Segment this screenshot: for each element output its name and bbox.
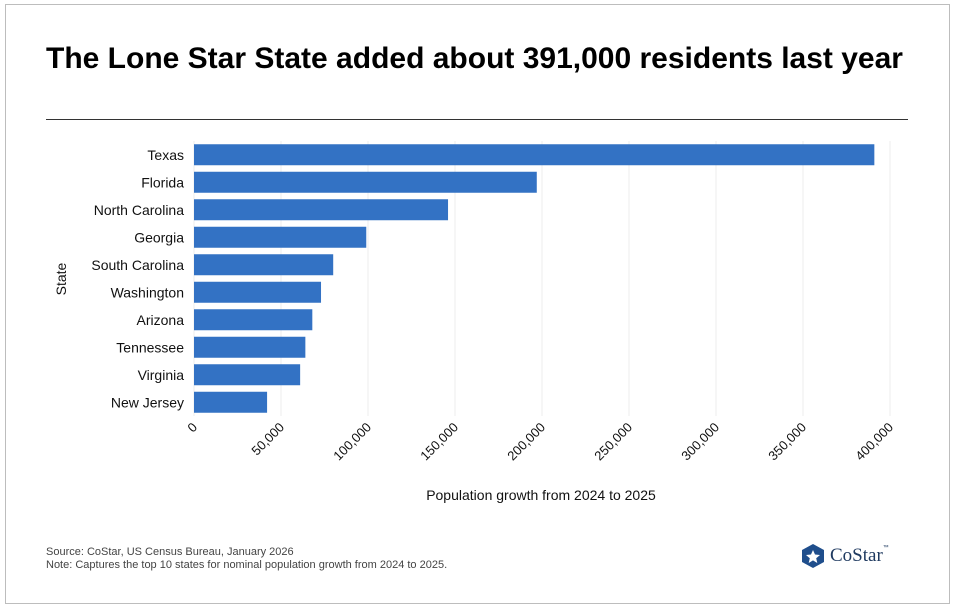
bar [194, 309, 313, 331]
category-label: Arizona [137, 312, 185, 328]
bar [194, 254, 334, 276]
chart-footer: Source: CoStar, US Census Bureau, Januar… [46, 546, 447, 572]
category-label: North Carolina [94, 202, 184, 218]
y-axis-title: State [53, 262, 69, 295]
bar [194, 391, 268, 413]
bar [194, 144, 875, 166]
category-label: Texas [147, 147, 184, 163]
x-tick-label: 250,000 [591, 420, 635, 464]
costar-star-icon [802, 544, 824, 568]
bar [194, 199, 449, 221]
title-divider [46, 119, 908, 120]
logo-wordmark: CoStar™ [830, 545, 889, 566]
bar [194, 336, 306, 358]
bar [194, 171, 537, 193]
category-label: Washington [111, 284, 184, 300]
x-tick-label: 0 [184, 420, 200, 436]
bar [194, 281, 322, 303]
x-axis-title: Population growth from 2024 to 2025 [426, 487, 656, 503]
bar [194, 364, 301, 386]
x-tick-label: 350,000 [765, 420, 809, 464]
x-tick-label: 200,000 [504, 420, 548, 464]
chart-title: The Lone Star State added about 391,000 … [46, 42, 903, 75]
x-tick-label: 300,000 [678, 420, 722, 464]
category-label: Tennessee [116, 339, 184, 355]
costar-logo: CoStar™ [800, 543, 889, 569]
bar [194, 226, 367, 248]
category-label: Georgia [134, 229, 184, 245]
x-tick-label: 400,000 [852, 420, 896, 464]
x-tick-label: 100,000 [330, 420, 374, 464]
methodology-note: Note: Captures the top 10 states for nom… [46, 559, 448, 571]
x-tick-label: 150,000 [417, 420, 461, 464]
category-label: New Jersey [111, 394, 184, 410]
chart-frame [5, 4, 950, 604]
category-label: Virginia [138, 367, 185, 383]
category-label: Florida [141, 174, 184, 190]
source-note: Source: CoStar, US Census Bureau, Januar… [46, 546, 294, 558]
x-tick-label: 50,000 [248, 420, 287, 459]
category-label: South Carolina [91, 257, 184, 273]
